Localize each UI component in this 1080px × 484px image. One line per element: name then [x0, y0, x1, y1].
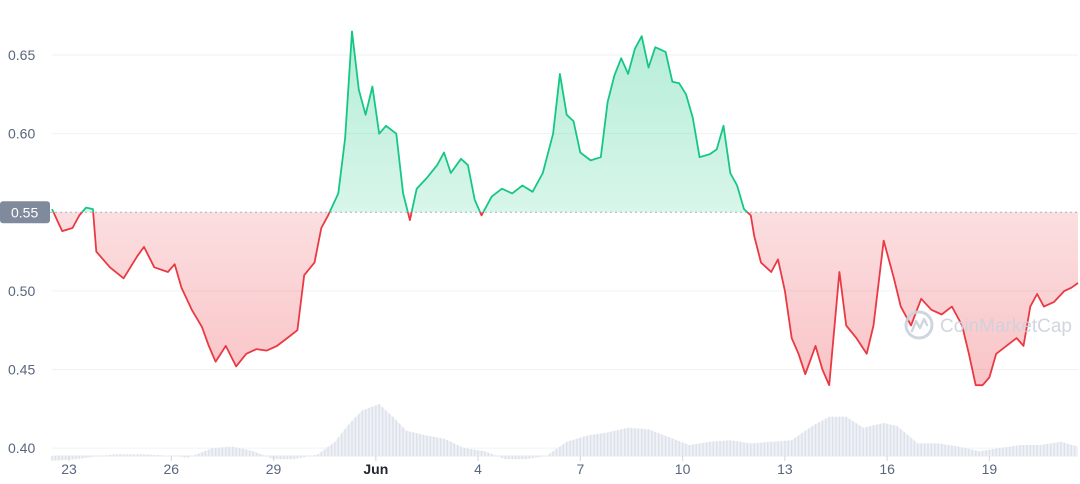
- x-tick-label: 26: [164, 461, 180, 477]
- line-layer: [51, 30, 1079, 387]
- y-axis: 0.40 0.45 0.50 0.60 0.65: [8, 47, 35, 456]
- price-line-down: [52, 212, 1079, 387]
- y-tick-label: 0.60: [8, 126, 35, 142]
- x-tick-label: 19: [982, 461, 998, 477]
- x-axis: 23 26 29 Jun 4 7 10 13 16 19: [61, 456, 997, 477]
- y-tick-label: 0.45: [8, 362, 35, 378]
- baseline-label: 0.55: [0, 201, 50, 224]
- y-tick-label: 0.50: [8, 283, 35, 299]
- y-tick-label: 0.40: [8, 440, 35, 456]
- x-tick-label: 29: [266, 461, 282, 477]
- x-tick-label: 7: [576, 461, 584, 477]
- x-tick-label: 10: [675, 461, 691, 477]
- fill-layer: [52, 31, 1078, 386]
- x-tick-label: Jun: [363, 461, 388, 477]
- baseline-label-text: 0.55: [11, 204, 38, 220]
- baseline-layer: 0.55: [0, 201, 1078, 224]
- baseline-label-bg: [0, 201, 50, 224]
- area-below-baseline: [52, 212, 1078, 386]
- volume-layer: [51, 404, 1078, 461]
- x-tick-label: 4: [474, 461, 482, 477]
- area-above-baseline: [52, 31, 748, 213]
- y-tick-label: 0.65: [8, 47, 35, 63]
- volume-area: [52, 404, 1078, 461]
- x-tick-label: 13: [777, 461, 793, 477]
- watermark-text: CoinMarketCap: [940, 316, 1072, 337]
- x-tick-label: 23: [61, 461, 77, 477]
- price-line-up: [51, 30, 749, 213]
- x-tick-label: 16: [879, 461, 895, 477]
- coinmarketcap-watermark: CoinMarketCap: [904, 310, 1072, 340]
- coinmarketcap-logo-icon: [904, 310, 934, 340]
